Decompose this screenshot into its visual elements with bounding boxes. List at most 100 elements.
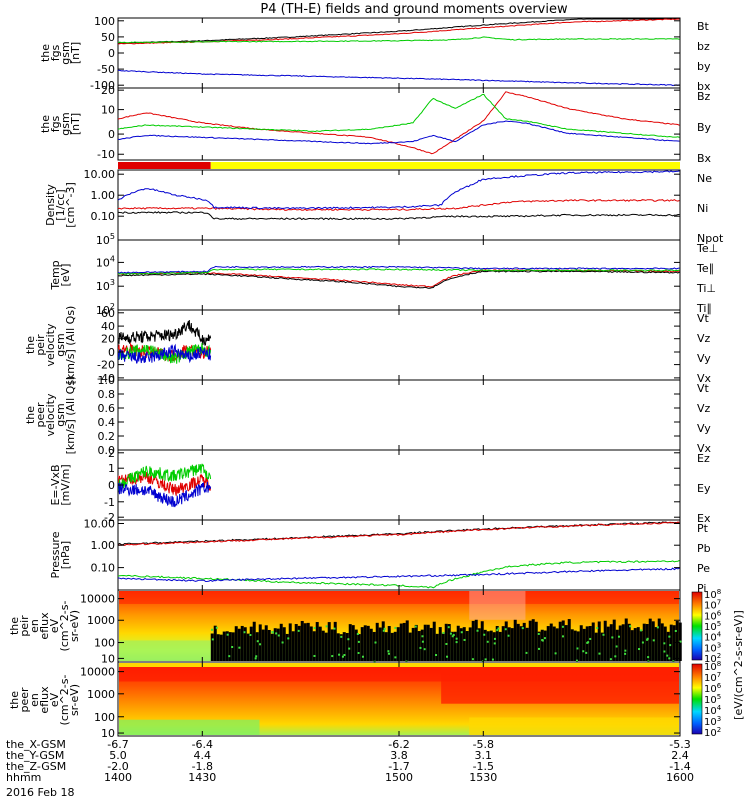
- spectrogram-cell: [555, 628, 559, 661]
- spectrogram-cell: [469, 591, 526, 620]
- legend: Vt Vz Vy Vx: [697, 312, 712, 385]
- y-tick-label: 0: [108, 346, 115, 359]
- spectrogram-cell: [627, 623, 631, 661]
- series-line-by: [118, 36, 680, 44]
- spectrogram-cell: [119, 719, 260, 735]
- spectrogram-cell: [231, 646, 234, 649]
- spectrogram-cell: [338, 653, 341, 656]
- spectrogram-cell: [582, 650, 585, 653]
- panel-peer_eflux: 10000 1000 100 10 thepeerenefluxeV(cm^2-s-sr…: [8, 661, 681, 740]
- y-axis-label: thepeirenefluxeV(cm^2-s-sr-eV): [8, 601, 81, 652]
- legend: Bz By Bx: [697, 90, 712, 165]
- legend: Ez Ey Ex: [697, 452, 711, 525]
- spectrogram-cell: [452, 634, 455, 637]
- legend-entry: Pe: [697, 562, 710, 575]
- spectrogram-cell: [674, 629, 677, 632]
- spectrogram-cell: [297, 625, 301, 661]
- spectrogram-cell: [538, 647, 541, 650]
- spectrogram-cell: [636, 627, 640, 661]
- legend-entry: Vy: [697, 422, 711, 435]
- spectrogram-cell: [554, 652, 557, 655]
- spectrogram-cell: [476, 629, 479, 632]
- spectrogram-cell: [333, 621, 337, 661]
- spectrogram-cell: [459, 628, 463, 661]
- orbit-value: 1530: [469, 771, 497, 784]
- spectrogram-cell: [243, 631, 246, 634]
- series-line-Ti⊥: [118, 265, 680, 274]
- colorbar-tick-label: 108: [704, 660, 721, 673]
- y-tick-label: 10.00: [84, 168, 116, 181]
- spectrogram-cell: [441, 663, 679, 704]
- spectrogram-cell: [258, 624, 262, 661]
- spectrogram-cell: [654, 627, 658, 661]
- spectrogram-cell: [405, 620, 409, 661]
- colorbar-tick-label: 103: [704, 641, 721, 654]
- spectrogram-cell: [468, 627, 472, 661]
- spectrogram-cell: [534, 621, 538, 661]
- spectrogram-cell: [672, 660, 675, 663]
- legend-entry: bz: [697, 40, 710, 53]
- y-tick-label: -40: [97, 372, 115, 385]
- spectrogram-cell: [429, 627, 433, 661]
- spectrogram-cell: [288, 623, 292, 661]
- spectrogram-cell: [254, 657, 257, 660]
- y-axis-label: thefgsgsm[nT]: [39, 112, 82, 135]
- spectrogram-cell: [238, 646, 241, 649]
- spectrogram-cell: [267, 629, 271, 661]
- panel-peer_velocity: 1.00.80.60.40.20.0 thepeervelocitygsm[km/…: [24, 374, 712, 457]
- orbit-value: 5.0: [109, 749, 127, 762]
- spectrogram-cell: [249, 634, 252, 637]
- orbit-value: 2.4: [671, 749, 689, 762]
- y-axis-label: Pressure[nPa]: [49, 531, 72, 578]
- spectrogram-cell: [640, 629, 643, 632]
- orbit-axis: the_X-GSM -6.7 -6.4 -6.2 -5.8 -5.3 the_Y-GSM 5.…: [6, 738, 694, 784]
- orbit-value: -5.8: [473, 738, 494, 751]
- y-tick-label: 100: [94, 637, 115, 650]
- spectrogram-cell: [638, 648, 641, 651]
- orbit-value: 4.4: [194, 749, 212, 762]
- spectrogram-cell: [491, 658, 494, 661]
- y-tick-label: -2: [104, 511, 115, 524]
- spectrogram: [119, 663, 679, 735]
- spectrogram-cell: [588, 626, 592, 661]
- spectrogram-cell: [668, 635, 671, 638]
- spectrogram-cell: [259, 643, 262, 646]
- spectrogram-cell: [222, 631, 226, 661]
- spectrogram-cell: [606, 626, 610, 661]
- spectrogram-cell: [483, 629, 487, 661]
- y-tick-label: 10000: [80, 593, 115, 606]
- spectrogram-cell: [477, 628, 481, 661]
- panel-frame: [117, 379, 681, 451]
- spectrogram-cell: [492, 632, 496, 661]
- spectrogram-cell: [504, 628, 507, 631]
- y-tick-label: 0: [108, 479, 115, 492]
- y-tick-label: -20: [97, 359, 115, 372]
- colorbar-tick-label: 106: [704, 682, 722, 695]
- spectrogram-cell: [660, 623, 664, 661]
- spectrogram-cell: [297, 629, 300, 632]
- spectrogram-cell: [432, 621, 436, 661]
- spectrogram-cell: [603, 620, 607, 661]
- spectrogram-cell: [546, 626, 550, 661]
- spectrogram-cell: [243, 627, 247, 661]
- y-tick-label: 0.0: [98, 444, 116, 457]
- series-line-Pe: [118, 560, 680, 589]
- spectrogram-cell: [541, 639, 544, 642]
- spectrogram-cell: [525, 627, 529, 661]
- spectrogram-cell: [312, 631, 316, 661]
- spectrogram-cell: [363, 625, 367, 661]
- legend-entry: Ey: [697, 482, 711, 495]
- spectrogram-cell: [609, 658, 612, 661]
- spectrogram-cell: [663, 650, 666, 653]
- spectrogram-cell: [438, 627, 442, 661]
- y-axis-label: Density[1/cc][cm^-3]: [44, 182, 77, 228]
- spectrogram-cell: [252, 621, 256, 661]
- spectrogram-cell: [666, 654, 669, 657]
- y-tick-label: 1.00: [91, 189, 116, 202]
- spectrogram-cell: [567, 619, 571, 661]
- spectrogram-cell: [462, 627, 466, 661]
- spectrogram-cell: [497, 627, 500, 630]
- spectrogram-cell: [484, 658, 487, 661]
- spectrogram-cell: [282, 627, 286, 661]
- orbit-value: -1.8: [192, 760, 213, 773]
